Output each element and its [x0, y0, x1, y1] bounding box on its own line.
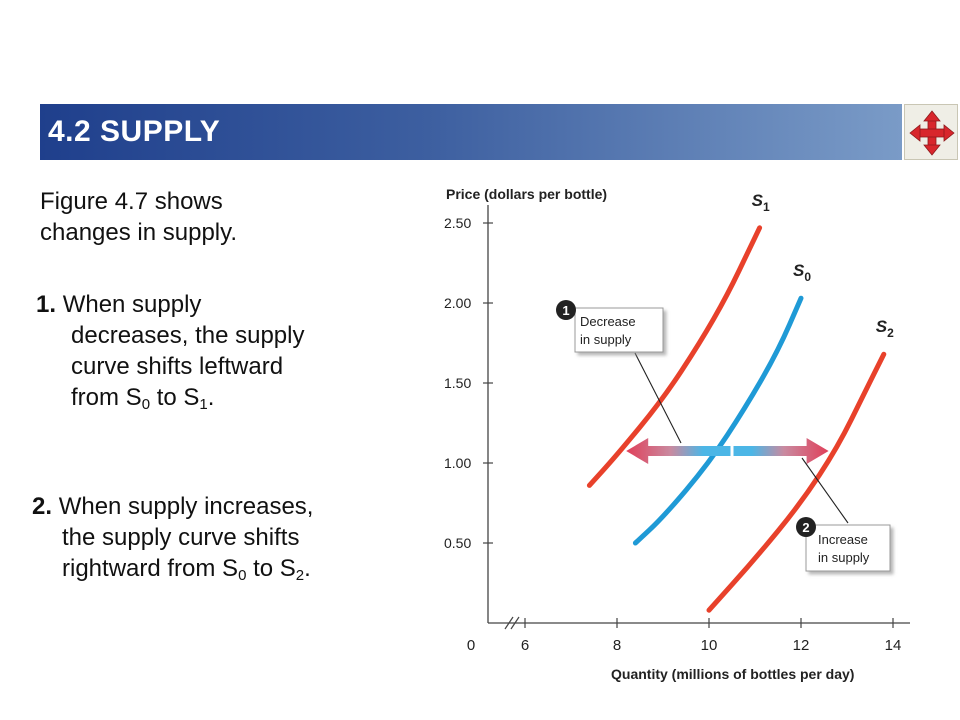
annotation-text: in supply [818, 550, 870, 565]
supply-curve-s0 [632, 295, 804, 546]
supply-shift-arrow [626, 438, 829, 464]
text-fragment: to S [246, 555, 296, 582]
curve-label-letter: S [752, 191, 764, 210]
supply-curve-s1 [586, 225, 763, 488]
intro-text: Figure 4.7 shows changes in supply. [40, 186, 340, 248]
annotation-number: 1 [562, 303, 569, 318]
point-1-text: 1. When supply decreases, the supply cur… [36, 289, 416, 413]
curve-label-s0: S0 [793, 261, 811, 284]
annotation-box [574, 307, 664, 353]
y-tick-label: 0.50 [444, 535, 471, 551]
y-tick-label: 1.00 [444, 455, 471, 471]
annotation-number-badge [556, 300, 576, 320]
point-line: the supply curve shifts [62, 524, 300, 551]
point-line: from S0 to S1. [36, 382, 416, 413]
point-line: rightward from S0 to S2. [32, 553, 432, 584]
point-number: 1. [36, 291, 57, 318]
y-tick-label: 2.00 [444, 295, 471, 311]
x-tick-label: 0 [467, 637, 475, 654]
navigation-button[interactable] [904, 104, 958, 160]
subscript: 1 [199, 396, 208, 413]
curve-label-letter: S [793, 261, 805, 280]
text-fragment: from S [71, 384, 142, 411]
annotation-text: Decrease [580, 314, 636, 329]
curve-label-s2: S2 [876, 317, 894, 340]
axis-break-mark [510, 616, 520, 630]
point-line: curve shifts leftward [71, 353, 284, 380]
point-2-text: 2. When supply increases, the supply cur… [32, 491, 432, 584]
text-fragment: to S [150, 384, 200, 411]
curve-label-subscript: 2 [887, 326, 894, 340]
curve-label-subscript: 1 [763, 200, 770, 214]
four-way-arrow-icon [909, 110, 955, 156]
curve-label-letter: S [876, 317, 888, 336]
slide-title: 4.2 SUPPLY [48, 115, 221, 148]
annotation-number-badge [796, 517, 816, 537]
point-line: When supply [62, 291, 202, 318]
y-tick-label: 1.50 [444, 375, 471, 391]
point-number: 2. [32, 493, 53, 520]
subscript: 2 [295, 567, 305, 584]
x-tick-label: 12 [793, 637, 810, 654]
x-tick-label: 10 [701, 637, 718, 654]
supply-chart: Price (dollars per bottle) Quantity (mill… [444, 186, 910, 682]
title-bar [40, 104, 902, 160]
subscript: 0 [141, 396, 151, 413]
annotation-text: in supply [580, 332, 632, 347]
x-tick-label: 6 [521, 637, 529, 654]
y-axis-label: Price (dollars per bottle) [446, 186, 607, 202]
y-tick-label: 2.50 [444, 215, 471, 231]
x-tick-label: 14 [885, 637, 902, 654]
supply-curve-s2 [706, 351, 887, 613]
x-tick-label: 8 [613, 637, 621, 654]
annotation-number: 2 [802, 520, 809, 535]
axis-break-mark [504, 616, 514, 630]
text-fragment: . [207, 384, 215, 411]
curve-label-subscript: 0 [804, 270, 811, 284]
intro-line: changes in supply. [40, 219, 238, 246]
text-fragment: rightward from S [62, 555, 239, 582]
point-line: decreases, the supply [71, 322, 305, 349]
intro-line: Figure 4.7 shows [40, 188, 223, 215]
point-line: When supply increases, [58, 493, 314, 520]
annotation-leader-line [801, 457, 849, 524]
subscript: 0 [238, 567, 247, 584]
annotation-text: Increase [818, 532, 868, 547]
text-fragment: . [304, 555, 311, 582]
annotation-leader-line [634, 352, 682, 444]
curve-label-s1: S1 [752, 191, 770, 214]
annotation-box [805, 524, 891, 572]
x-axis-label: Quantity (millions of bottles per day) [611, 666, 854, 682]
